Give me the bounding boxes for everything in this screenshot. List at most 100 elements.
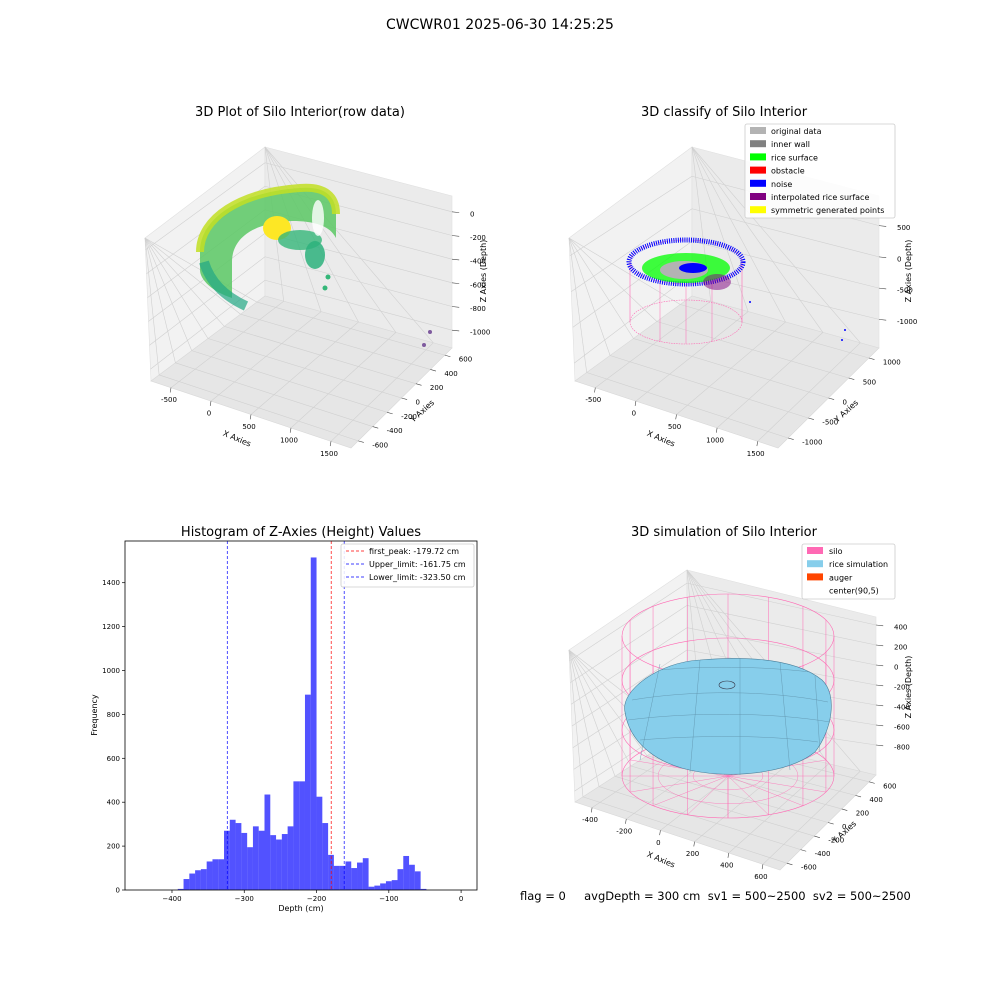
raw-z-tick-label: -200 [470, 234, 486, 242]
legend-label: first_peak: -179.72 cm [369, 547, 459, 556]
histogram-chart: Histogram of Z-Axies (Height) Values −40… [90, 525, 478, 913]
simulation-y-gridline [582, 796, 787, 864]
histogram-bar [316, 796, 323, 890]
simulation-z-tick-mark [875, 684, 884, 687]
simulation-x-tick-label: -400 [582, 816, 598, 824]
classify-z-gridline [571, 208, 693, 292]
histogram-bar [235, 823, 242, 890]
raw-x-gridline [264, 146, 397, 333]
simulation-y-tick-mark [800, 849, 807, 852]
y-tick-label: 800 [107, 711, 120, 719]
simulation-z-tick-label: 200 [894, 644, 907, 652]
y-tick-label: 0 [116, 887, 120, 895]
classify-z-gridline [691, 240, 880, 289]
classify-z-gridline [574, 273, 693, 364]
raw-y-gridline [144, 237, 225, 327]
classify-x-tick-label: 500 [668, 423, 681, 431]
classify-y-gridline [568, 237, 587, 373]
simulation-z-tick-label: -200 [894, 684, 910, 692]
legend-label: center(90,5) [829, 587, 879, 596]
classify-z-tick-mark [878, 319, 887, 321]
raw-y-gridline [207, 338, 402, 399]
x-tick-label: −300 [235, 895, 254, 903]
silo-spoke [727, 775, 826, 793]
simulation-y-tick-mark [869, 781, 875, 784]
classify-x-gridline [691, 146, 749, 312]
classify-x-axis-label: X Axies [646, 429, 677, 449]
x-tick-label: −400 [162, 895, 181, 903]
simulation-y-tick-label: 600 [883, 782, 896, 790]
simulation-z-tick-label: 400 [894, 624, 907, 632]
legend-swatch [807, 573, 823, 581]
histogram-bar [420, 888, 427, 890]
simulation-ticks: -400-20002004006006004002000-200-400-600… [582, 624, 910, 881]
y-tick-label: 600 [107, 755, 120, 763]
y-tick-label: 1000 [102, 667, 120, 675]
simulation-y-tick-mark [827, 822, 834, 825]
classify-x-tick-label: -500 [585, 396, 601, 404]
simulation-z-tick-mark [875, 704, 884, 707]
raw-z-tick-mark [451, 211, 460, 213]
raw-x-tick-mark [169, 387, 172, 393]
raw-x-tick-mark [289, 427, 292, 433]
raw-z-tick-label: -600 [470, 281, 486, 289]
raw-z-tick-mark [451, 258, 460, 261]
legend-swatch [750, 206, 766, 214]
simulation-y-tick-label: -200 [828, 837, 844, 845]
legend-label: symmetric generated points [771, 206, 884, 215]
simulation-y-gridline [614, 775, 815, 837]
raw-z-tick-label: -400 [470, 258, 486, 266]
simulation-y-tick-mark [786, 862, 793, 866]
simulation-rice-surface [624, 658, 832, 775]
x-tick-label: −100 [379, 895, 398, 903]
histogram-bar [241, 832, 248, 890]
raw-point-cloud [196, 183, 432, 347]
simulation-x-tick-label: -200 [616, 828, 632, 836]
classify-z-tick-mark [878, 256, 887, 258]
histogram-bar [189, 873, 196, 890]
simulation-z-gridline [686, 627, 877, 666]
histogram-bar [229, 819, 236, 890]
classify-y-tick-label: 500 [863, 379, 876, 387]
legend-label: interpolated rice surface [771, 193, 869, 202]
raw-3d-plot: 3D Plot of Silo Interior(row data) -500 0… [144, 105, 490, 458]
histogram-x-ticks: −400 −300 −200 −100 0 [162, 890, 463, 903]
simulation-x-tick-label: 200 [686, 850, 699, 858]
raw-z-gridline [145, 162, 266, 251]
simulation-y-tick-mark [841, 808, 848, 811]
classify-x-tick-mark [716, 427, 718, 433]
simulation-z-tick-label: -400 [894, 704, 910, 712]
histogram-bar [264, 794, 271, 890]
legend-label: silo [829, 547, 843, 556]
legend-label: auger [829, 573, 853, 582]
raw-z-tick-mark [451, 235, 460, 237]
x-tick-label: −200 [307, 895, 326, 903]
classify-z-gridline [569, 175, 693, 257]
raw-x-tick-mark [209, 401, 212, 406]
histogram-bar [368, 886, 375, 890]
histogram-y-ticks: 0 200 400 600 800 1000 1200 1400 [102, 579, 125, 895]
raw-y-tick-mark [430, 369, 437, 372]
simulation-plot-title: 3D simulation of Silo Interior [631, 525, 818, 540]
legend-label: Upper_limit: -161.75 cm [369, 560, 466, 569]
silo-spoke [630, 775, 729, 793]
raw-y-axis-label: Y Axies [408, 398, 436, 425]
histogram-bar [357, 862, 363, 890]
histogram-bar [293, 781, 300, 890]
raw-y-gridline [240, 313, 431, 370]
raw-y-tick-mark [372, 426, 379, 429]
legend-swatch [750, 193, 766, 200]
histogram-bar [414, 871, 421, 890]
histogram-reference-lines [226, 541, 345, 890]
legend-swatch [750, 127, 766, 134]
y-tick-label: 200 [107, 843, 120, 851]
histogram-bar [224, 830, 230, 890]
raw-y-gridline [144, 237, 176, 363]
simulation-z-axis-label: Z Axies (Depth) [904, 656, 913, 719]
histogram-bar [391, 880, 398, 890]
classify-y-gridline [568, 237, 611, 356]
classify-z-tick-label: -500 [897, 287, 913, 295]
classify-z-gridline [691, 208, 880, 258]
classify-z-tick-label: 500 [897, 224, 910, 232]
